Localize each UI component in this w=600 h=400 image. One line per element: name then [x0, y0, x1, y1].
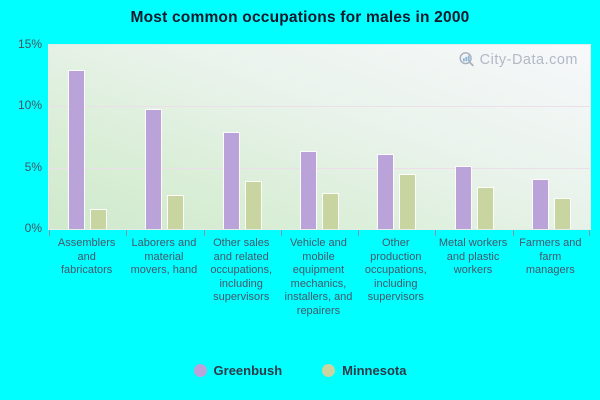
- x-axis-tick: [358, 230, 360, 236]
- category-label: Farmers and farm managers: [519, 237, 582, 276]
- legend-label: Greenbush: [213, 363, 283, 378]
- category-column: [49, 45, 126, 229]
- watermark: City-Data.com: [458, 51, 578, 69]
- minnesota-bar: [167, 194, 185, 229]
- category-label: Other production occupations, including …: [364, 237, 427, 303]
- legend-item: Greenbush: [193, 363, 283, 378]
- greenbush-bar: [377, 154, 395, 229]
- gridline: [49, 167, 590, 169]
- legend-swatch-icon: [193, 364, 207, 377]
- greenbush-bar: [454, 166, 472, 229]
- y-axis-tick-label: 5%: [24, 159, 42, 174]
- greenbush-bar: [68, 69, 86, 229]
- legend: Greenbush Minnesota: [0, 363, 600, 378]
- x-axis-tick: [126, 230, 128, 236]
- category-label: Assemblers and fabricators: [57, 237, 116, 276]
- legend-item: Minnesota: [322, 363, 406, 378]
- category-column: [281, 45, 358, 229]
- legend-swatch-icon: [322, 364, 336, 377]
- y-axis-tick-label: 0%: [24, 221, 42, 235]
- x-axis-tick: [512, 230, 514, 236]
- minnesota-bar: [476, 187, 494, 229]
- minnesota-bar: [321, 193, 339, 229]
- gridline: [49, 106, 590, 108]
- x-axis-tick: [280, 230, 282, 236]
- watermark-text: City-Data.com: [479, 52, 578, 68]
- y-axis-tick-label: 10%: [17, 98, 42, 113]
- category-column: [204, 45, 281, 229]
- category-label: Metal workers and plastic workers: [438, 237, 508, 276]
- minnesota-bar: [244, 181, 262, 229]
- category-column: [358, 45, 435, 229]
- greenbush-bar: [222, 132, 240, 229]
- category-column: [126, 45, 203, 229]
- x-axis-tick: [49, 230, 50, 236]
- city-data-logo-icon: [459, 52, 474, 67]
- minnesota-bar: [399, 173, 417, 229]
- bar-columns: [49, 45, 590, 229]
- chart-title: Most common occupations for males in 200…: [130, 9, 470, 26]
- x-axis-tick: [435, 230, 437, 236]
- category-label: Laborers and material movers, hand: [130, 237, 198, 276]
- category-column: [435, 45, 512, 229]
- x-axis-tick: [203, 230, 205, 236]
- y-axis-tick-label: 15%: [17, 37, 42, 51]
- greenbush-bar: [531, 178, 549, 229]
- minnesota-bar: [553, 198, 571, 229]
- category-column: [513, 45, 590, 229]
- greenbush-bar: [145, 108, 163, 229]
- x-axis-tick: [589, 230, 590, 236]
- plot-area: City-Data.com: [48, 44, 591, 236]
- legend-label: Minnesota: [342, 363, 407, 378]
- category-label: Other sales and related occupations, inc…: [210, 237, 273, 303]
- minnesota-bar: [90, 209, 108, 229]
- x-axis-labels: Assemblers and fabricators Laborers and m…: [48, 237, 589, 318]
- category-label: Vehicle and mobile equipment mechanics, …: [284, 237, 353, 317]
- greenbush-bar: [299, 150, 317, 229]
